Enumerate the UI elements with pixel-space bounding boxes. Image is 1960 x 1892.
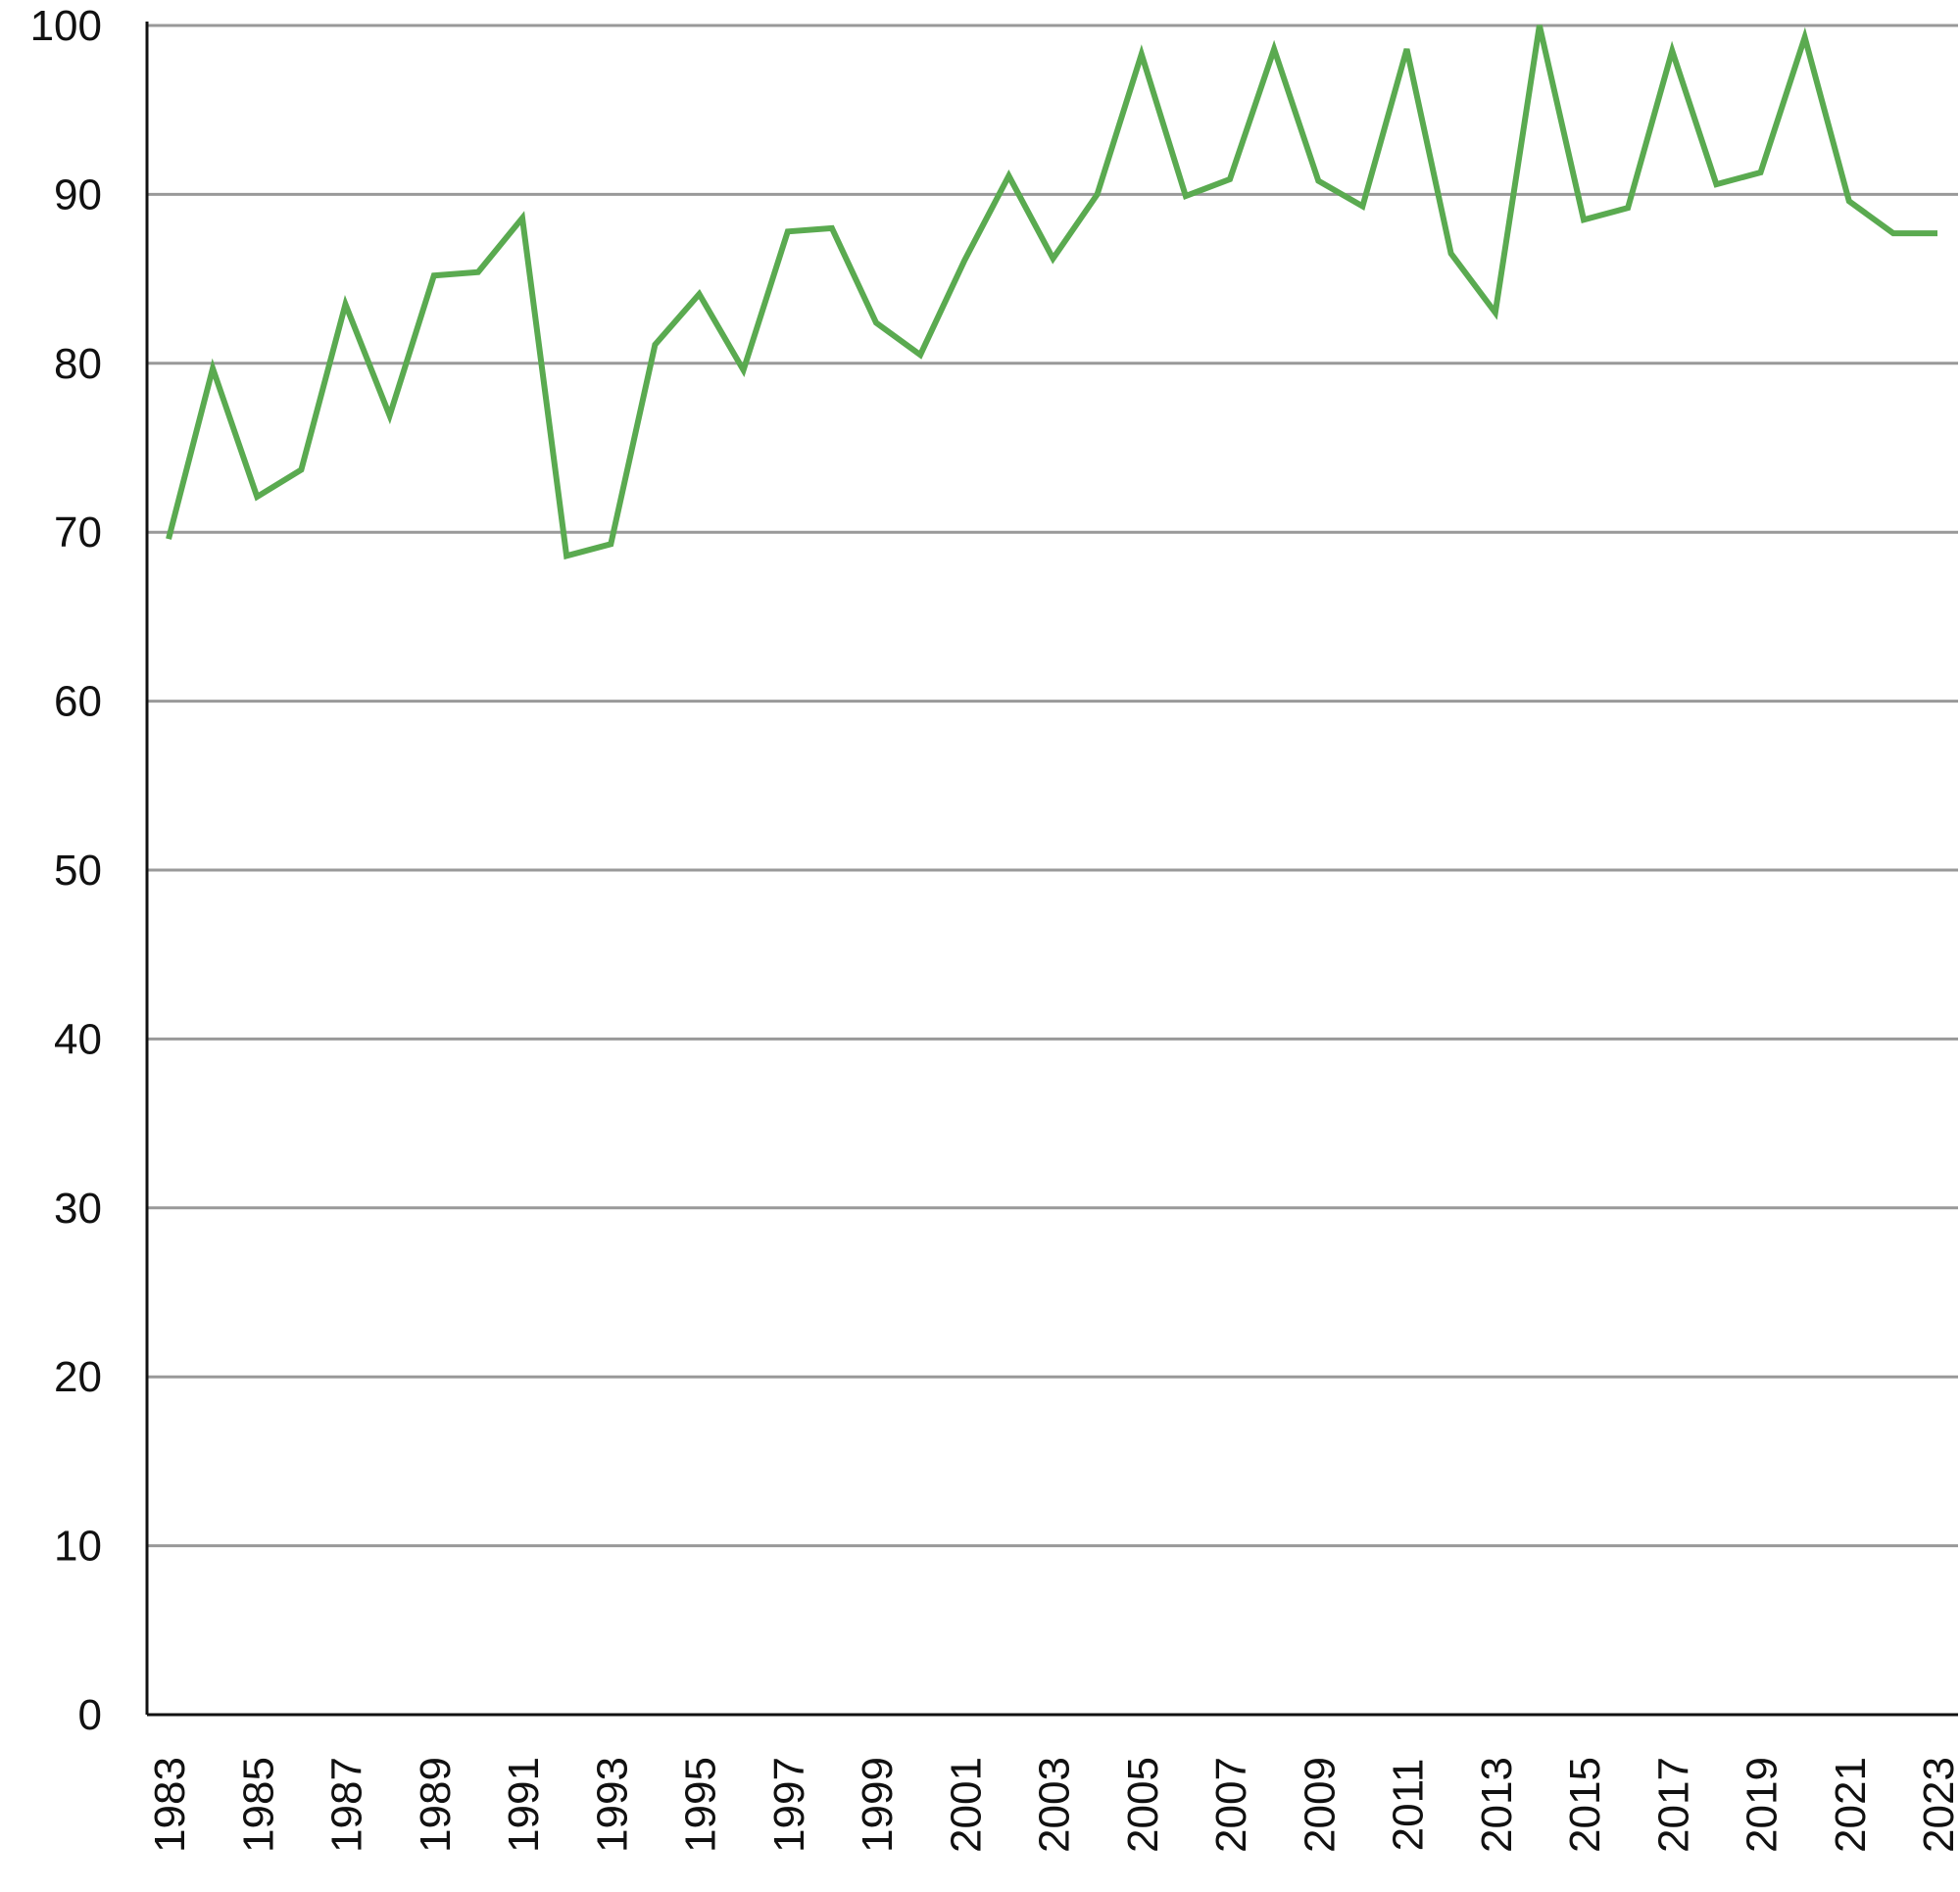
y-tick-labels: 0 10 20 30 40 50 60 70 80 90 100 [30, 2, 102, 1739]
y-tick-label: 50 [54, 847, 102, 895]
x-tick-label: 1999 [854, 1757, 902, 1853]
x-tick-label: 1985 [234, 1757, 282, 1853]
x-tick-label: 2019 [1739, 1757, 1787, 1853]
x-tick-label: 2017 [1649, 1757, 1697, 1853]
x-tick-label: 2007 [1207, 1757, 1255, 1853]
x-tick-label: 2011 [1385, 1759, 1433, 1852]
x-tick-label: 1991 [500, 1757, 548, 1853]
x-tick-label: 2001 [942, 1757, 990, 1853]
y-tick-label: 70 [54, 509, 102, 557]
x-tick-labels: 1983 1985 1987 1989 1991 1993 1995 1997 1999 2001… [146, 1757, 1960, 1853]
y-tick-label: 100 [30, 2, 102, 50]
series-line [166, 24, 1937, 560]
x-tick-label: 2021 [1827, 1757, 1875, 1853]
y-tick-label: 40 [54, 1015, 102, 1063]
y-tick-label: 80 [54, 340, 102, 388]
x-tick-label: 1987 [323, 1757, 371, 1853]
x-tick-label: 2023 [1915, 1757, 1960, 1853]
y-tick-label: 30 [54, 1185, 102, 1233]
y-tick-label: 60 [54, 678, 102, 726]
x-tick-label: 1989 [412, 1757, 460, 1853]
x-tick-label: 2003 [1031, 1757, 1079, 1853]
x-tick-label: 2009 [1296, 1757, 1344, 1853]
x-tick-label: 1993 [588, 1757, 636, 1853]
x-tick-label: 1983 [146, 1757, 194, 1853]
series-layer [166, 24, 1937, 560]
x-tick-label: 2013 [1473, 1757, 1521, 1853]
y-tick-label: 0 [78, 1691, 102, 1739]
y-tick-label: 90 [54, 170, 102, 218]
y-tick-label: 10 [54, 1523, 102, 1571]
gridlines [147, 24, 1958, 1548]
x-tick-label: 1997 [765, 1757, 813, 1853]
y-tick-label: 20 [54, 1353, 102, 1401]
x-tick-label: 2005 [1119, 1757, 1167, 1853]
x-tick-label: 1995 [677, 1757, 725, 1853]
axes [145, 22, 1958, 1717]
x-tick-label: 2015 [1561, 1757, 1609, 1853]
